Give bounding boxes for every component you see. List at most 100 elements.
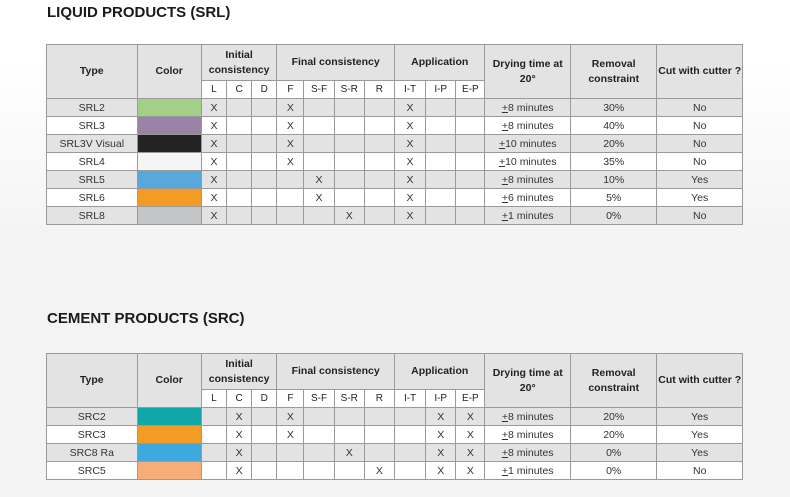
removal-constraint: 0% <box>569 206 658 225</box>
drying-time-value: 1 minutes <box>508 464 554 477</box>
color-swatch-cell <box>136 134 202 153</box>
plus-minus-sign: + <box>501 101 509 114</box>
mark-d <box>251 170 278 189</box>
subheader-sr: S-R <box>333 389 365 408</box>
mark-f <box>276 206 305 225</box>
drying-time-value: 8 minutes <box>508 446 554 459</box>
color-swatch <box>138 444 201 461</box>
subheader-ep: E-P <box>455 80 486 99</box>
cut-with-cutter: No <box>656 98 743 117</box>
product-type: SRC2 <box>46 407 138 426</box>
color-swatch <box>138 408 201 425</box>
mark-it: X <box>393 116 427 135</box>
mark-r <box>363 152 395 171</box>
removal-constraint: 0% <box>569 443 658 462</box>
product-type: SRL8 <box>46 206 138 225</box>
header-removal-constraint: Removal constraint <box>569 44 658 99</box>
cement-products-title: CEMENT PRODUCTS (SRC) <box>47 310 245 327</box>
mark-ip <box>425 206 457 225</box>
mark-ip <box>425 188 457 207</box>
mark-sr <box>333 425 365 444</box>
subheader-sf: S-F <box>303 80 335 99</box>
mark-c <box>226 152 253 171</box>
drying-time: +10 minutes <box>484 134 571 153</box>
product-type: SRC8 Ra <box>46 443 138 462</box>
mark-f <box>276 188 305 207</box>
mark-sr <box>333 116 365 135</box>
liquid-products-title: LIQUID PRODUCTS (SRL) <box>47 4 231 21</box>
color-swatch-cell <box>136 152 202 171</box>
mark-sf <box>303 461 335 480</box>
plus-minus-sign: + <box>501 191 509 204</box>
color-swatch-cell <box>136 206 202 225</box>
drying-time: +8 minutes <box>484 98 571 117</box>
drying-time-value: 6 minutes <box>508 191 554 204</box>
mark-ep <box>455 134 486 153</box>
mark-ep <box>455 170 486 189</box>
mark-sr <box>333 134 365 153</box>
removal-constraint: 20% <box>569 134 658 153</box>
mark-d <box>251 134 278 153</box>
mark-c: X <box>226 443 253 462</box>
table-row: SRL2 X X X +8 minutes 30% No <box>46 98 743 117</box>
cut-with-cutter: No <box>656 206 743 225</box>
color-swatch-cell <box>136 425 202 444</box>
drying-time-value: 10 minutes <box>505 155 557 168</box>
mark-ip: X <box>425 443 457 462</box>
color-swatch <box>138 189 201 206</box>
mark-r: X <box>363 461 395 480</box>
mark-ep <box>455 152 486 171</box>
removal-constraint: 0% <box>569 461 658 480</box>
mark-ep: X <box>455 425 486 444</box>
mark-sr <box>333 461 365 480</box>
drying-time-value: 10 minutes <box>505 137 557 150</box>
mark-c <box>226 116 253 135</box>
mark-r <box>363 188 395 207</box>
mark-sr <box>333 407 365 426</box>
header-drying-time: Drying time at 20° <box>484 353 571 408</box>
mark-ip <box>425 152 457 171</box>
mark-it <box>393 443 427 462</box>
mark-sr <box>333 170 365 189</box>
subheader-it: I-T <box>393 80 427 99</box>
mark-c <box>226 206 253 225</box>
mark-c: X <box>226 461 253 480</box>
mark-r <box>363 407 395 426</box>
plus-minus-sign: + <box>501 428 509 441</box>
drying-time: +8 minutes <box>484 407 571 426</box>
mark-c: X <box>226 425 253 444</box>
product-type: SRL2 <box>46 98 138 117</box>
subheader-c: C <box>226 389 253 408</box>
table-row: SRL3 X X X +8 minutes 40% No <box>46 116 743 135</box>
drying-time: +6 minutes <box>484 188 571 207</box>
mark-f: X <box>276 152 305 171</box>
subheader-f: F <box>276 389 305 408</box>
color-swatch <box>138 117 201 134</box>
header-type: Type <box>46 44 138 99</box>
mark-r <box>363 206 395 225</box>
mark-ip <box>425 116 457 135</box>
mark-r <box>363 116 395 135</box>
drying-time: +8 minutes <box>484 170 571 189</box>
subheader-ip: I-P <box>425 80 457 99</box>
mark-c <box>226 134 253 153</box>
mark-sf <box>303 116 335 135</box>
cut-with-cutter: No <box>656 461 743 480</box>
removal-constraint: 5% <box>569 188 658 207</box>
mark-ep <box>455 98 486 117</box>
drying-time-value: 8 minutes <box>508 428 554 441</box>
mark-f: X <box>276 116 305 135</box>
table-row: SRC2 X X X X +8 minutes 20% Yes <box>46 407 743 426</box>
color-swatch-cell <box>136 443 202 462</box>
removal-constraint: 35% <box>569 152 658 171</box>
mark-ip <box>425 170 457 189</box>
drying-time: +8 minutes <box>484 443 571 462</box>
mark-d <box>251 461 278 480</box>
table-row: SRL4 X X X +10 minutes 35% No <box>46 152 743 171</box>
cut-with-cutter: Yes <box>656 188 743 207</box>
mark-ip <box>425 98 457 117</box>
mark-it: X <box>393 188 427 207</box>
header-type: Type <box>46 353 138 408</box>
mark-it <box>393 461 427 480</box>
product-type: SRC5 <box>46 461 138 480</box>
